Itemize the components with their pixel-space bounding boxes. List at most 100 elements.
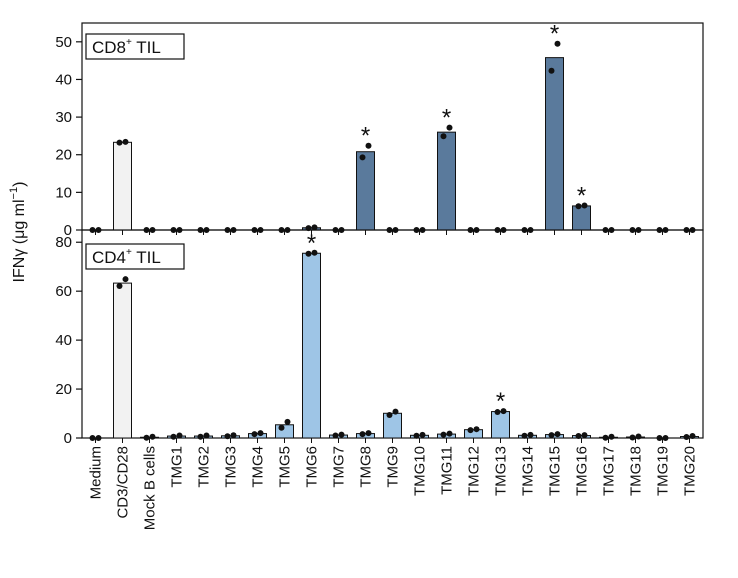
- x-tick-label: TMG12: [466, 446, 483, 496]
- cd4-y-tick-label: 80: [55, 234, 72, 251]
- cd4-til-panel: 0 20 40 60 80 * *: [55, 229, 704, 447]
- cd4-data-point: [311, 249, 318, 256]
- cd4-data-point: [230, 432, 237, 439]
- cd4-data-point: [521, 432, 528, 439]
- x-tick-label: TMG5: [277, 446, 294, 488]
- cd4-data-point: [473, 426, 480, 433]
- cd4-significance-star: *: [496, 388, 505, 415]
- cd4-bar: [221, 435, 240, 439]
- x-tick-label: CD3/CD28: [115, 446, 132, 519]
- cd8-label: CD8+ TIL: [92, 37, 161, 57]
- cd4-data-point: [554, 431, 561, 438]
- x-tick-label: TMG14: [520, 446, 537, 496]
- cd4-bar: [356, 433, 375, 439]
- cd8-y-tick-label: 20: [55, 147, 72, 164]
- cd4-bar: [248, 433, 267, 439]
- cd4-data-point: [446, 430, 453, 437]
- x-tick-label: TMG13: [493, 446, 510, 496]
- cd4-data-point: [251, 431, 258, 438]
- cd8-y-tick-label: 0: [64, 222, 72, 239]
- cd4-data-point: [332, 432, 339, 439]
- cd8-significance-star: *: [550, 21, 559, 48]
- x-tick-label: TMG18: [628, 446, 645, 496]
- cd4-bar: [383, 412, 402, 439]
- x-tick-label: TMG20: [682, 446, 699, 496]
- cd4-data-point: [602, 434, 609, 441]
- cd4-data-point: [278, 424, 285, 431]
- cd4-data-point: [467, 427, 474, 434]
- cd8-bar: [437, 131, 456, 231]
- cd4-bar: [464, 429, 483, 439]
- cd8-data-point: [365, 142, 372, 149]
- cd4-data-point: [203, 432, 210, 439]
- cd4-data-point: [284, 418, 291, 425]
- cd4-bar: [275, 424, 294, 439]
- cd4-bar: [599, 436, 618, 439]
- cd4-data-point: [170, 433, 177, 440]
- x-tick-label: TMG11: [439, 446, 456, 495]
- cd8-bar: [545, 57, 564, 231]
- cd4-data-point: [419, 431, 426, 438]
- cd4-bar: [518, 434, 537, 439]
- x-tick-label: TMG15: [547, 446, 564, 496]
- cd4-data-point: [494, 409, 501, 416]
- cd8-data-point: [311, 224, 318, 231]
- cd4-label-box: [85, 243, 185, 270]
- cd4-data-point: [386, 411, 393, 418]
- cd4-bar: [572, 435, 591, 439]
- cd4-bar: [410, 434, 429, 439]
- cd4-data-point: [575, 433, 582, 440]
- x-tick-label: TMG7: [331, 446, 348, 488]
- cd4-data-point: [413, 432, 420, 439]
- x-axis-labels: Medium CD3/CD28 Mock B cells TMG1 TMG2 TMG3 TM…: [88, 446, 699, 530]
- cd8-significance-star: *: [577, 183, 586, 210]
- cd4-y-tick-label: 60: [55, 283, 72, 300]
- x-tick-label: TMG1: [169, 446, 186, 488]
- cd8-significance-star: *: [361, 123, 370, 150]
- cd8-bar: [113, 141, 132, 231]
- cd8-significance-star: *: [442, 105, 451, 132]
- x-tick-label: TMG8: [358, 446, 375, 488]
- x-tick-label: TMG17: [601, 446, 618, 496]
- cd4-significance-star: *: [307, 230, 316, 257]
- cd4-data-point: [683, 434, 690, 441]
- x-tick-label: TMG4: [250, 446, 267, 488]
- y-axis-title-sup: −1: [8, 187, 20, 200]
- cd4-data-point: [608, 433, 615, 440]
- cd8-data-point: [122, 138, 129, 145]
- y-axis-title: IFNγ (μg ml−1): [8, 182, 28, 283]
- cd4-data-point: [689, 433, 696, 440]
- x-tick-label: TMG19: [655, 446, 672, 496]
- x-tick-label: TMG2: [196, 446, 213, 488]
- cd4-bar: [167, 435, 186, 439]
- cd8-data-point: [446, 124, 453, 131]
- cd4-data-point: [656, 435, 663, 441]
- cd4-bar: [491, 411, 510, 439]
- cd4-data-point: [359, 431, 366, 438]
- x-tick-label: Mock B cells: [142, 446, 159, 530]
- cd4-data-point: [197, 433, 204, 440]
- cd4-bar: [329, 434, 348, 439]
- x-tick-label: TMG9: [385, 446, 402, 488]
- cd4-data-point: [440, 431, 447, 438]
- cd4-data-point: [149, 433, 156, 440]
- cd4-data-point: [500, 408, 507, 415]
- cd8-bar: [356, 151, 375, 231]
- x-tick-label: TMG10: [412, 446, 429, 496]
- cd4-data-point: [89, 435, 96, 441]
- cd4-data-point: [116, 283, 123, 290]
- cd4-data-point: [662, 435, 669, 441]
- y-axis-title-close: ): [11, 182, 28, 187]
- cd8-data-point: [575, 203, 582, 210]
- cd8-label-box: [85, 33, 185, 60]
- cd8-data-point: [359, 154, 366, 161]
- cd4-bar: [437, 433, 456, 439]
- cd8-data-point: [116, 139, 123, 146]
- cd4-data-point: [581, 432, 588, 439]
- cd4-data-point: [338, 431, 345, 438]
- x-tick-label: Medium: [88, 446, 105, 499]
- cd4-data-point: [224, 433, 231, 440]
- cd8-y-tick-label: 10: [55, 184, 72, 201]
- cd8-y-tick-label: 30: [55, 109, 72, 126]
